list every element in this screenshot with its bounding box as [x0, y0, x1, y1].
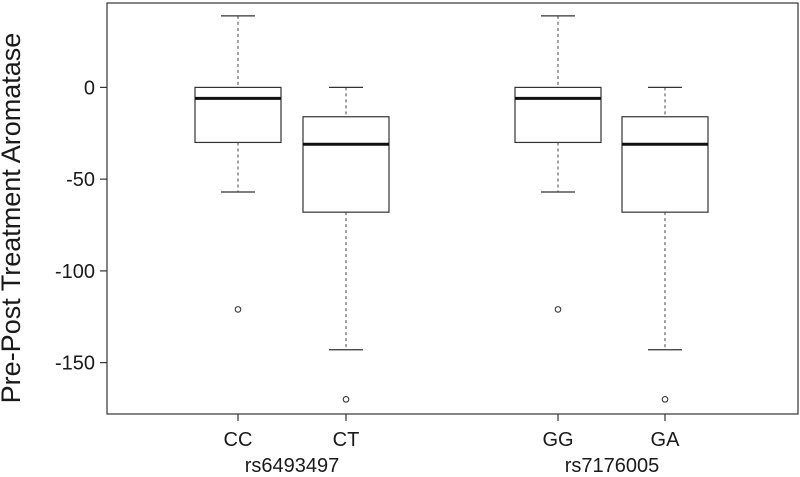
- iqr-box: [514, 86, 602, 144]
- iqr-box: [302, 116, 390, 213]
- outlier-point: [554, 306, 562, 313]
- box-ct: [302, 86, 390, 403]
- outlier-point: [234, 306, 242, 313]
- y-tick-label: -100: [55, 261, 95, 283]
- box-cc: [194, 15, 282, 313]
- outlier-point: [661, 395, 669, 403]
- x-axis: CC CT GG GA rs6493497 rs7176005: [224, 414, 681, 477]
- y-tick-label: 0: [84, 77, 95, 99]
- outlier-point: [342, 395, 350, 403]
- iqr-box: [621, 116, 709, 213]
- x-group-label-rs6493497: rs6493497: [245, 455, 340, 477]
- y-tick-label: -50: [66, 169, 95, 191]
- box-gg: [514, 15, 602, 313]
- box-series: [194, 15, 709, 403]
- x-tick-label-ct: CT: [333, 429, 360, 451]
- y-axis: 0 -50 -100 -150: [55, 77, 107, 375]
- box-ga: [621, 86, 709, 403]
- y-tick-label: -150: [55, 353, 95, 375]
- x-tick-label-cc: CC: [224, 429, 253, 451]
- x-tick-label-ga: GA: [651, 429, 681, 451]
- iqr-box: [194, 86, 282, 144]
- x-tick-label-gg: GG: [542, 429, 573, 451]
- x-group-label-rs7176005: rs7176005: [565, 455, 660, 477]
- y-axis-label: Pre-Post Treatment Aromatase: [0, 33, 26, 404]
